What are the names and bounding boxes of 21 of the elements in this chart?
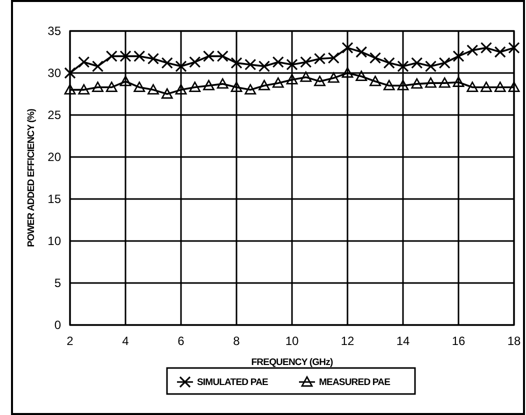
y-tick-label: 15 [48, 192, 62, 206]
legend-label: MEASURED PAE [319, 377, 390, 388]
x-tick-label: 14 [396, 334, 410, 348]
y-tick-label: 30 [48, 66, 62, 80]
y-tick-label: 0 [54, 318, 62, 332]
y-tick-label: 20 [48, 150, 62, 164]
legend-label: SIMULATED PAE [197, 377, 268, 388]
x-tick-label: 2 [66, 334, 74, 348]
y-tick-label: 35 [48, 24, 62, 38]
x-tick-label: 18 [507, 334, 521, 348]
y-axis-title: POWER ADDED EFFICIENCY (%) [26, 108, 37, 247]
x-tick-label: 16 [452, 334, 466, 348]
y-tick-label: 25 [48, 108, 62, 122]
x-tick-label: 6 [178, 334, 185, 348]
y-tick-label: 5 [54, 276, 62, 290]
x-axis-title: FREQUENCY (GHz) [251, 357, 333, 368]
x-tick-label: 4 [122, 334, 130, 348]
x-tick-label: 10 [285, 334, 299, 348]
x-tick-label: 8 [233, 334, 240, 348]
y-tick-label: 10 [48, 234, 62, 248]
x-tick-label: 12 [340, 334, 354, 348]
